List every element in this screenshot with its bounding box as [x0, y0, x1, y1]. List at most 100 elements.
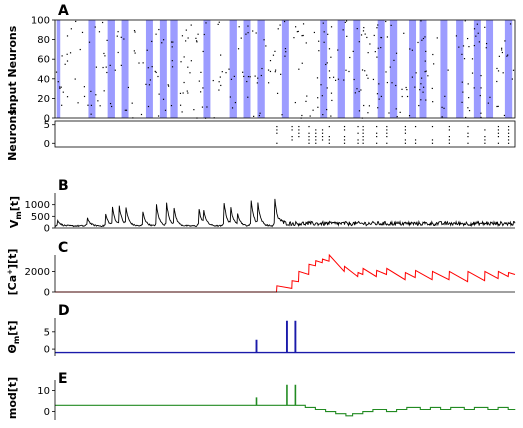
input-spike — [260, 74, 262, 77]
input-spike — [415, 72, 417, 74]
input-spike — [202, 87, 204, 89]
output-spike — [376, 142, 378, 144]
input-spike — [274, 50, 276, 52]
input-spike — [425, 50, 427, 53]
input-spike — [420, 20, 422, 22]
input-spike — [61, 55, 63, 57]
input-spike — [101, 21, 104, 24]
input-spike — [363, 26, 365, 29]
input-spike — [433, 63, 435, 65]
output-spike — [321, 136, 324, 138]
output-spike — [404, 142, 407, 144]
input-spike — [360, 89, 362, 91]
output-spike — [276, 129, 278, 131]
input-spike — [66, 53, 68, 55]
output-spike — [291, 129, 293, 131]
input-spike — [109, 102, 112, 105]
input-spike — [473, 28, 476, 30]
output-spike — [386, 129, 388, 131]
input-spike — [366, 36, 368, 39]
input-spike — [321, 95, 323, 97]
input-spike — [468, 46, 470, 48]
ytick-label: 100 — [31, 16, 50, 27]
input-spike — [364, 33, 366, 35]
input-spike — [70, 28, 72, 30]
output-spike — [507, 142, 510, 144]
input-spike — [59, 86, 61, 88]
output-spike — [497, 129, 500, 131]
input-spike — [466, 37, 469, 40]
input-spike — [127, 86, 130, 89]
input-spike — [140, 113, 143, 116]
input-spike — [367, 52, 369, 54]
output-spike — [507, 129, 510, 131]
panel-e-letter: E — [58, 371, 68, 387]
input-spike — [376, 27, 378, 29]
input-spike — [201, 106, 204, 108]
input-spike — [95, 66, 97, 68]
input-spike — [401, 95, 403, 98]
input-spike — [411, 76, 413, 78]
output-spike — [276, 142, 278, 144]
output-spike — [357, 125, 359, 128]
input-spike — [391, 82, 393, 84]
input-spike — [337, 49, 339, 51]
input-spike — [62, 91, 64, 93]
output-spike — [376, 136, 378, 138]
input-spike — [302, 34, 304, 37]
input-spike — [253, 115, 255, 117]
input-spike — [64, 63, 66, 65]
input-spike — [497, 105, 499, 108]
output-spike — [308, 132, 310, 134]
ytick-label: 500 — [31, 212, 50, 223]
output-spike — [276, 125, 278, 128]
input-spike — [74, 78, 76, 80]
input-spike — [218, 81, 220, 83]
input-spike — [377, 47, 379, 49]
ytick-label: 0 — [44, 114, 50, 125]
input-spike — [259, 112, 261, 114]
input-spike — [272, 54, 275, 56]
stimulus-band — [145, 20, 153, 118]
output-spike — [497, 136, 500, 138]
input-spike — [330, 56, 332, 58]
panel-c-yticks: 0 2000 — [25, 267, 55, 299]
input-spike — [390, 24, 392, 26]
input-spike — [155, 33, 157, 35]
input-spike — [401, 88, 403, 90]
input-spike — [380, 46, 382, 49]
input-spike — [356, 28, 358, 30]
input-spike — [225, 72, 227, 74]
input-spike — [422, 37, 425, 40]
output-spike — [315, 132, 317, 134]
input-spike — [403, 32, 405, 34]
stimulus-band — [353, 20, 361, 118]
input-spike — [267, 82, 270, 84]
input-spike — [331, 99, 333, 102]
output-spike — [448, 136, 450, 138]
input-spike — [509, 23, 512, 25]
input-spike — [313, 31, 316, 34]
stimulus-band — [409, 20, 417, 118]
input-spike — [238, 26, 240, 28]
input-spike — [475, 35, 477, 37]
input-spike — [364, 70, 366, 72]
input-spike — [162, 39, 165, 41]
input-spike — [427, 75, 429, 77]
input-spike — [277, 28, 279, 30]
input-spike — [274, 71, 276, 73]
output-spike — [298, 132, 300, 134]
output-spike — [343, 142, 346, 144]
input-spike — [79, 48, 81, 51]
input-spike — [471, 58, 474, 60]
input-spike — [502, 72, 504, 74]
input-spike — [234, 101, 237, 104]
stimulus-band — [56, 20, 61, 118]
input-spike — [323, 31, 325, 33]
output-spike — [343, 129, 346, 131]
input-spike — [261, 67, 263, 70]
stimulus-band — [320, 20, 328, 118]
input-spike — [309, 115, 311, 117]
input-spike — [393, 59, 395, 61]
input-spike — [219, 76, 221, 78]
